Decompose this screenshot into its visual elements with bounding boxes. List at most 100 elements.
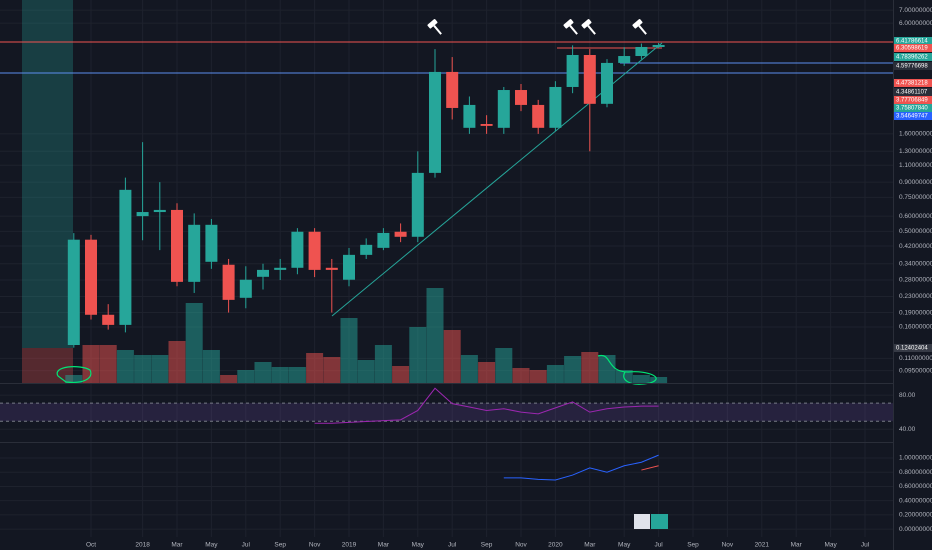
price-tag: 3.77706849	[894, 96, 932, 104]
price-tag-label: 3.77706849	[896, 98, 928, 104]
y-tick-label: 6.00000000	[899, 20, 932, 27]
volume-bar	[546, 365, 564, 383]
x-tick-label: Nov	[515, 542, 527, 549]
x-tick-label: Jul	[654, 542, 663, 549]
y-tick-label: 0.60000000	[899, 483, 932, 490]
price-tag: 4.59776698	[894, 62, 932, 70]
x-tick-label: Nov	[309, 542, 321, 549]
volume-bar	[581, 352, 599, 383]
price-tag-box	[894, 104, 932, 112]
candle-body	[601, 62, 613, 104]
candle-body	[85, 239, 97, 315]
volume-bar	[512, 368, 530, 383]
x-tick-label: May	[412, 542, 425, 549]
candle-body	[274, 267, 287, 270]
y-tick-label: 40.00	[899, 426, 916, 433]
candle-body	[343, 254, 355, 280]
price-tag-label: 0.12402404	[896, 346, 928, 352]
price-tag-box	[894, 96, 932, 104]
volume-bar	[443, 330, 461, 383]
toggle-button[interactable]	[634, 514, 650, 529]
price-tag-box	[894, 37, 932, 45]
y-tick-label: 0.23000000	[899, 293, 932, 300]
indicator-line	[641, 465, 659, 471]
price-tag: 4.78396262	[894, 53, 932, 61]
volume-bar	[65, 375, 83, 383]
volume-bar	[598, 355, 616, 383]
price-tag-label: 6.41786614	[896, 39, 928, 45]
volume-bar	[151, 355, 169, 383]
price-tag-label: 4.78396262	[896, 55, 928, 61]
candle-body	[532, 104, 545, 128]
price-tag: 3.54649747	[894, 112, 932, 120]
volume-bar	[409, 327, 427, 383]
y-tick-label: 7.00000000	[899, 7, 932, 14]
price-tag-box	[894, 79, 932, 87]
y-tick-label: 0.90000000	[899, 179, 932, 186]
marks	[65, 43, 668, 481]
axis: Oct 2018 Mar May Jul Sep Nov 2019 Mar May Jul Sep No…	[86, 7, 932, 549]
y-tick-label: 1.10000000	[899, 162, 932, 169]
candle-body	[377, 232, 390, 248]
volume-bar	[650, 377, 668, 383]
y-tick-label: 0.60000000	[899, 213, 932, 220]
x-tick-label: May	[824, 542, 837, 549]
candle-body	[257, 269, 269, 277]
candle-body	[205, 224, 218, 262]
y-tick-label: 80.00	[899, 392, 916, 399]
volume-bar	[478, 362, 496, 383]
volume-bar	[495, 348, 513, 383]
x-tick-label: Sep	[481, 542, 493, 549]
candle-body	[446, 71, 459, 108]
volume-bar	[632, 375, 650, 383]
y-tick-label: 0.42000000	[899, 243, 932, 250]
volume-bar	[116, 350, 134, 383]
y-tick-label: 1.30000000	[899, 148, 932, 155]
gavel-icon	[427, 19, 442, 35]
rsi-band	[0, 403, 893, 422]
price-tag-label: 4.47381218	[896, 81, 928, 87]
y-tick-label: 1.60000000	[899, 131, 932, 138]
x-tick-label: Mar	[171, 542, 183, 549]
candle-body	[463, 104, 476, 128]
indicator-line	[503, 454, 659, 481]
x-tick-label: Nov	[722, 542, 734, 549]
x-tick-label: Sep	[274, 542, 286, 549]
candle-body	[67, 239, 80, 346]
gavel-icon	[563, 19, 578, 35]
price-tag-box	[894, 344, 932, 352]
grid	[0, 0, 893, 537]
x-tick-label: May	[205, 542, 218, 549]
candle-body	[291, 231, 304, 268]
volume-bar	[340, 318, 358, 383]
y-tick-label: 0.50000000	[899, 228, 932, 235]
candle-body	[515, 90, 527, 105]
volume-bar	[202, 350, 220, 383]
x-tick-label: Mar	[584, 542, 596, 549]
y-tick-label: 0.20000000	[899, 512, 932, 519]
candle-body	[360, 244, 373, 255]
toggle-button[interactable]	[651, 514, 668, 529]
candle-body	[566, 54, 579, 87]
candle-body	[136, 212, 149, 217]
y-tick-label: 0.75000000	[899, 194, 932, 201]
x-tick-label: 2021	[755, 542, 770, 549]
volume-bar	[185, 303, 203, 383]
candle-body	[497, 90, 510, 128]
y-tick-label: 1.00000000	[899, 455, 932, 462]
candle-body	[239, 279, 252, 298]
candle-body	[153, 209, 166, 213]
position-profit-zone	[22, 0, 73, 348]
y-tick-label: 0.34000000	[899, 260, 932, 267]
price-tag: 3.75807840	[894, 104, 932, 112]
y-tick-label: 0.09500000	[899, 367, 932, 374]
x-tick-label: Jul	[448, 542, 457, 549]
price-tag: 0.12402404	[894, 344, 932, 352]
volume-bar	[426, 288, 444, 383]
y-tick-label: 0.11000000	[899, 355, 932, 362]
x-tick-label: May	[618, 542, 631, 549]
candle-body	[429, 71, 441, 173]
volume-bar	[529, 370, 547, 383]
candle-body	[119, 189, 132, 325]
